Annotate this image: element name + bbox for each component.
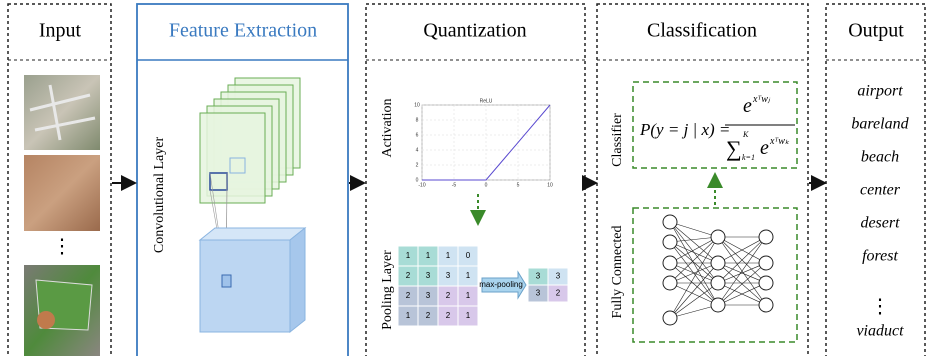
connection <box>670 283 718 318</box>
ellipsis: ⋮ <box>52 236 72 258</box>
neuron <box>711 276 725 290</box>
y-tick-label: 10 <box>414 102 420 108</box>
formula-part: xᵀwₖ <box>769 136 790 147</box>
formula-part: e <box>760 137 769 159</box>
side-label: Activation <box>380 98 395 157</box>
x-tick-label: -5 <box>452 182 457 188</box>
x-tick-label: 5 <box>517 182 520 188</box>
column-title: Quantization <box>423 20 526 42</box>
relu-plot: ReLU -10 -5 0 5 10 0 2 4 6 8 10 <box>414 98 553 188</box>
neuron <box>759 256 773 270</box>
y-tick-label: 4 <box>416 147 419 153</box>
cell-value: 2 <box>426 311 431 320</box>
column-title: Classification <box>647 20 757 42</box>
class-name: forest <box>862 248 898 265</box>
cell-value: 1 <box>406 311 411 320</box>
plot-title: ReLU <box>480 98 493 104</box>
neuron <box>663 256 677 270</box>
fc-box <box>633 208 797 342</box>
cell-value: 2 <box>446 291 451 300</box>
neuron <box>663 311 677 325</box>
cell-value: 3 <box>556 272 561 281</box>
cell-value: 3 <box>536 289 541 298</box>
neuron <box>663 276 677 290</box>
side-label: Fully Connected <box>610 226 625 319</box>
formula-part: K <box>742 130 749 139</box>
input-image <box>24 75 100 150</box>
class-name: bareland <box>851 116 909 133</box>
neuron <box>663 235 677 249</box>
class-name: desert <box>860 215 900 232</box>
side-label: Pooling Layer <box>380 250 395 330</box>
column-title: Input <box>39 20 82 42</box>
class-name: beach <box>861 149 899 166</box>
y-tick-label: 0 <box>416 177 419 183</box>
input-image-detail <box>37 311 55 329</box>
cell-value: 2 <box>406 291 411 300</box>
formula-lhs: P(y = j | x) = <box>639 120 730 139</box>
formula-part: xᵀwⱼ <box>752 94 771 105</box>
kernel <box>222 275 231 287</box>
output-list: airport bareland beach center desert forest <box>851 83 909 265</box>
connection <box>670 263 718 318</box>
volume-side <box>290 228 305 332</box>
volume-top <box>200 228 305 240</box>
class-name: airport <box>857 83 903 100</box>
connection <box>670 283 718 305</box>
x-tick-label: 10 <box>547 182 553 188</box>
cell-value: 3 <box>536 272 541 281</box>
cell-value: 1 <box>406 251 411 260</box>
cell-value: 1 <box>466 291 471 300</box>
neuron <box>759 276 773 290</box>
class-name: viaduct <box>856 323 904 340</box>
class-name: center <box>860 182 901 199</box>
cell-value: 1 <box>466 271 471 280</box>
formula-part: e <box>743 95 752 117</box>
cell-value: 1 <box>446 251 451 260</box>
neuron <box>711 230 725 244</box>
cell-value: 3 <box>426 271 431 280</box>
input-image <box>24 155 100 231</box>
neuron <box>759 298 773 312</box>
column-title: Output <box>848 20 904 42</box>
diagram: Input Feature Extraction Quantization Cl… <box>0 0 931 356</box>
x-tick-label: -10 <box>418 182 425 188</box>
cell-value: 2 <box>406 271 411 280</box>
neuron <box>663 215 677 229</box>
cell-value: 2 <box>556 289 561 298</box>
neuron <box>711 298 725 312</box>
cell-value: 3 <box>426 291 431 300</box>
cell-value: 2 <box>446 311 451 320</box>
cell-value: 3 <box>446 271 451 280</box>
network <box>663 215 773 325</box>
y-tick-label: 2 <box>416 162 419 168</box>
column-title: Feature Extraction <box>169 20 317 42</box>
y-tick-label: 8 <box>416 117 419 123</box>
x-tick-label: 0 <box>485 182 488 188</box>
operation-label: max-pooling <box>479 280 523 289</box>
classification-column <box>597 4 808 356</box>
ellipsis: ⋮ <box>870 296 890 318</box>
volume-front <box>200 240 290 332</box>
cell-value: 0 <box>466 251 471 260</box>
formula-part: ∑ <box>726 136 742 161</box>
side-label: Classifier <box>610 113 625 167</box>
y-tick-label: 6 <box>416 132 419 138</box>
cell-value: 1 <box>426 251 431 260</box>
neuron <box>759 230 773 244</box>
neuron <box>711 256 725 270</box>
cell-value: 1 <box>466 311 471 320</box>
formula-part: k=1 <box>742 153 755 162</box>
side-label: Convolutional Layer <box>152 137 167 254</box>
